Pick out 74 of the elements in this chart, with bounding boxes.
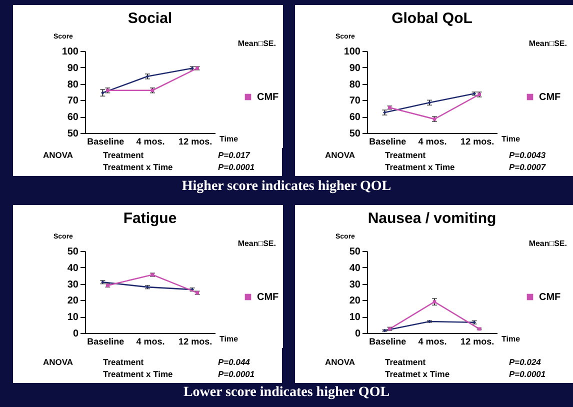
text: Mean□SE. <box>528 239 567 248</box>
y-tick-label: 60 <box>349 112 361 124</box>
legend-label: CMF <box>257 92 279 103</box>
x-tick-label: 4 mos. <box>136 136 165 146</box>
text: Treatment <box>103 357 145 367</box>
chart-title: Fatigue <box>123 210 177 227</box>
y-tick-label: 30 <box>67 279 79 290</box>
text: Treatment <box>385 357 427 367</box>
x-tick-label: 4 mos. <box>418 136 447 146</box>
text: ANOVA <box>43 150 74 160</box>
text: ANOVA <box>43 357 74 367</box>
x-tick-label: 12 mos. <box>178 336 212 346</box>
text: P=0.0001 <box>218 369 256 379</box>
y-tick-label: 40 <box>67 262 79 274</box>
text: P=0.0001 <box>509 369 547 379</box>
chart-title: Nausea / vomiting <box>368 210 496 227</box>
x-tick-label: 12 mos. <box>178 136 212 146</box>
legend-label: CMF <box>257 292 279 303</box>
y-tick-label: 80 <box>349 79 361 90</box>
text: Lower score indicates higher QOL <box>182 385 391 401</box>
x-tick-label: 4 mos. <box>136 336 165 346</box>
text: Treatment x Time <box>103 369 174 379</box>
text: Treatment <box>385 150 427 160</box>
text: P=0.0007 <box>509 162 547 172</box>
text: P=0.0043 <box>509 150 547 160</box>
text: Treatment x Time <box>385 162 456 172</box>
y-tick-label: 80 <box>67 79 79 90</box>
x-tick-label: 12 mos. <box>460 336 494 346</box>
x-axis-title: Time <box>220 334 239 344</box>
y-tick-label: 50 <box>67 128 79 140</box>
y-tick-label: 0 <box>354 328 361 340</box>
y-tick-label: 10 <box>349 312 361 324</box>
legend-label: CMF <box>539 292 561 303</box>
text: Mean□SE. <box>238 39 276 48</box>
y-tick-label: 100 <box>62 46 79 58</box>
text: P=0.017 <box>218 150 252 160</box>
text: Mean□SE. <box>528 39 567 48</box>
y-tick-label: 0 <box>72 328 79 340</box>
y-tick-label: 90 <box>67 62 79 74</box>
text: Mean□SE. <box>238 239 276 248</box>
text: Higher score indicates higher QOL <box>180 179 392 195</box>
y-tick-label: 50 <box>349 128 361 140</box>
text: ANOVA <box>325 150 356 160</box>
x-tick-label: 4 mos. <box>418 336 447 346</box>
x-axis-title: Time <box>220 134 239 144</box>
text: P=0.0001 <box>218 162 256 172</box>
y-tick-label: 20 <box>349 296 361 307</box>
y-tick-label: 70 <box>67 96 79 107</box>
x-axis-title: Time <box>502 334 521 344</box>
y-tick-label: 70 <box>349 96 361 107</box>
chart-title: Global QoL <box>392 10 472 27</box>
text: Treatment x Time <box>103 162 174 172</box>
y-tick-label: 30 <box>349 279 361 290</box>
x-tick-label: Baseline <box>369 336 406 346</box>
chart-title: Social <box>128 10 172 27</box>
text: Treatment <box>103 150 145 160</box>
text: ANOVA <box>325 357 356 367</box>
x-axis-title: Time <box>502 134 521 144</box>
text: Treatmet x Time <box>385 369 451 379</box>
y-tick-label: 60 <box>67 112 79 124</box>
y-tick-label: 90 <box>349 62 361 74</box>
y-tick-label: 20 <box>67 296 79 307</box>
y-tick-label: 50 <box>67 246 79 258</box>
x-tick-label: Baseline <box>369 136 406 146</box>
x-tick-label: 12 mos. <box>460 136 494 146</box>
legend-label: CMF <box>539 92 561 103</box>
y-tick-label: 40 <box>349 262 361 274</box>
y-tick-label: 10 <box>67 312 79 324</box>
y-tick-label: 100 <box>344 46 361 58</box>
text: P=0.024 <box>509 357 542 367</box>
x-tick-label: Baseline <box>87 336 124 346</box>
y-tick-label: 50 <box>349 246 361 258</box>
text: P=0.044 <box>218 357 251 367</box>
x-tick-label: Baseline <box>87 136 124 146</box>
